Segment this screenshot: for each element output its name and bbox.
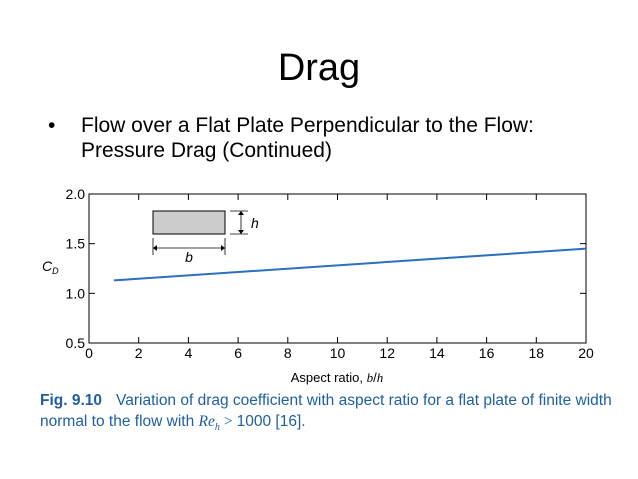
- x-tick-label: 0: [85, 345, 93, 361]
- x-tick-label: 8: [284, 345, 292, 361]
- x-tick-label: 20: [578, 345, 594, 361]
- figure-caption: Fig. 9.10 Variation of drag coefficient w…: [40, 390, 620, 438]
- x-ticks: 0 2 4 6 8 10 12 14 16 18 20: [85, 194, 594, 361]
- y-tick-label: 2.0: [66, 186, 86, 202]
- x-tick-label: 14: [429, 345, 445, 361]
- plate-rectangle: [152, 210, 226, 235]
- x-tick-label: 2: [135, 345, 143, 361]
- drag-coefficient-chart: 0 2 4 6 8 10 12 14 16 18 20 0.5 1.0 1.5 2.0 h b CD As…: [42, 186, 594, 385]
- reynolds-symbol: Reh: [198, 413, 220, 434]
- y-tick-label: 1.0: [66, 285, 86, 301]
- x-tick-label: 16: [479, 345, 495, 361]
- bullet-text: Flow over a Flat Plate Perpendicular to …: [81, 114, 534, 162]
- caption-text-end: 1000 [16].: [236, 413, 306, 430]
- x-tick-label: 18: [529, 345, 545, 361]
- x-axis-label: Aspect ratio, b/h: [291, 370, 384, 385]
- y-axis-label: CD: [42, 258, 59, 276]
- greater-than-symbol: >: [223, 413, 233, 430]
- caption-text: Variation of drag coefficient with aspec…: [40, 392, 612, 430]
- x-tick-label: 12: [379, 345, 395, 361]
- x-tick-label: 6: [234, 345, 242, 361]
- y-ticks: 0.5 1.0 1.5 2.0: [66, 186, 586, 351]
- series-line: [113, 247, 587, 282]
- series-group: [113, 247, 587, 282]
- h-dimension-label: h: [251, 215, 259, 231]
- plate-inset: h b: [152, 210, 259, 265]
- x-tick-label: 10: [330, 345, 346, 361]
- y-tick-label: 1.5: [66, 236, 86, 252]
- x-tick-label: 4: [185, 345, 193, 361]
- slide-title: Drag: [277, 47, 361, 89]
- b-dimension-label: b: [185, 249, 193, 265]
- figure-label: Fig. 9.10: [40, 392, 103, 409]
- bullet-dot: •: [48, 114, 56, 137]
- y-tick-label: 0.5: [66, 335, 86, 351]
